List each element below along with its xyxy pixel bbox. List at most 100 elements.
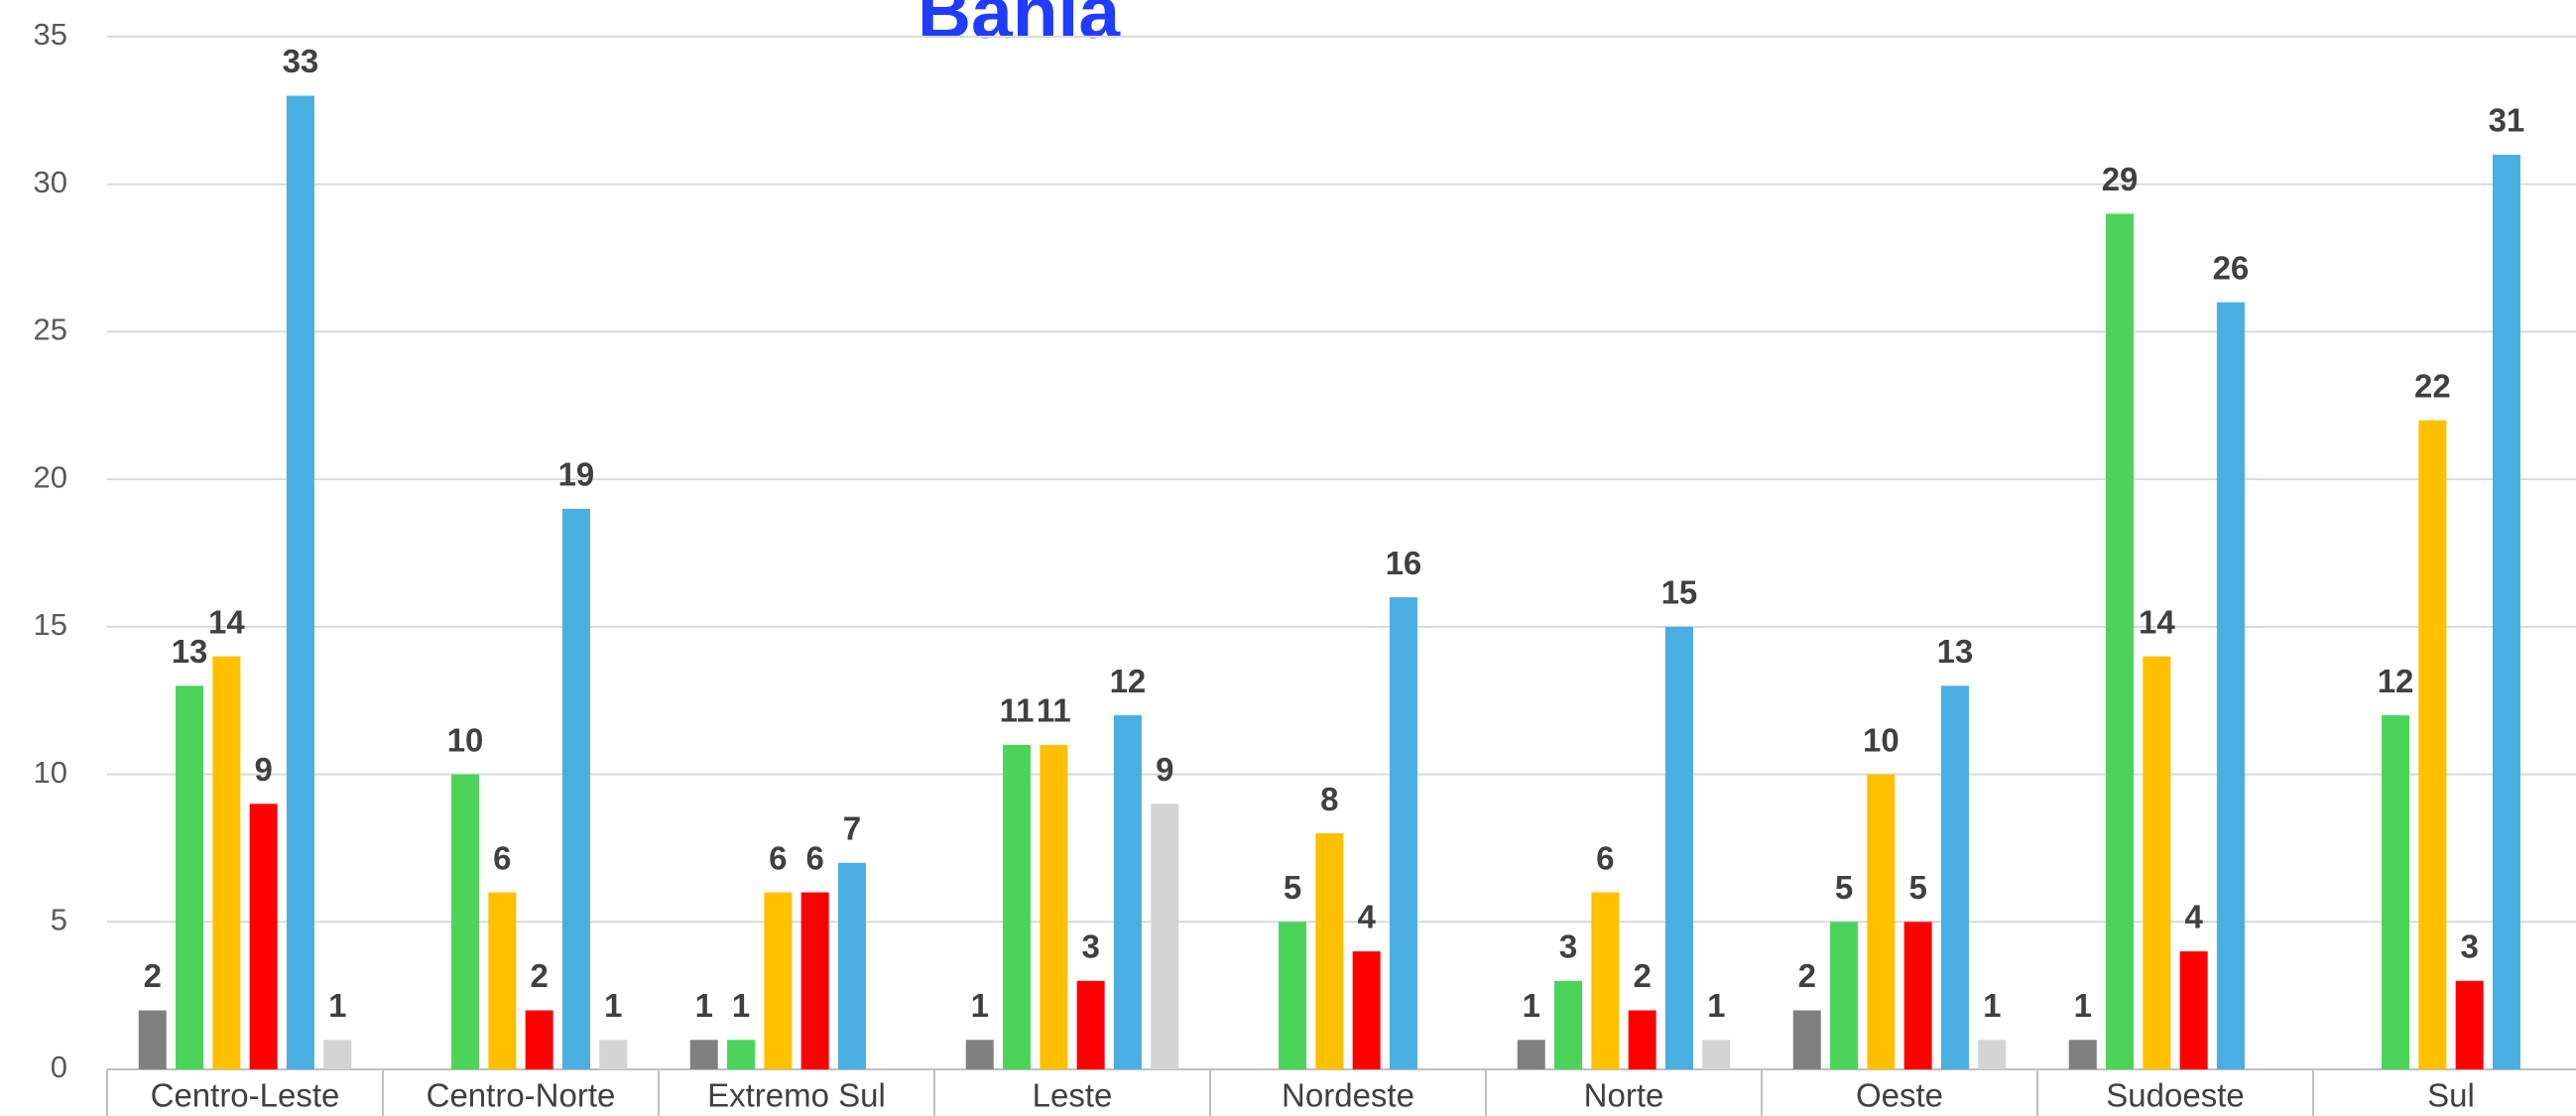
data-label: 5 <box>1835 869 1853 906</box>
data-label: 2 <box>530 957 548 994</box>
y-tick-label: 20 <box>34 459 67 494</box>
bar <box>323 1040 352 1069</box>
data-label: 29 <box>2102 161 2139 197</box>
bar <box>1040 744 1068 1069</box>
data-label: 11 <box>1037 692 1071 729</box>
bar <box>800 892 829 1069</box>
bar <box>2492 154 2520 1069</box>
data-label: 15 <box>1661 574 1698 611</box>
bar <box>1113 715 1142 1069</box>
data-label: 1 <box>1983 987 2001 1024</box>
bar <box>1903 922 1932 1069</box>
bar <box>176 685 204 1069</box>
x-tick-label: Centro-Leste <box>151 1077 340 1114</box>
data-label: 10 <box>1863 721 1900 758</box>
bar <box>2106 213 2135 1069</box>
data-label: 6 <box>805 839 823 876</box>
bar <box>1151 804 1179 1069</box>
data-label: 9 <box>1156 751 1173 788</box>
bar <box>1664 626 1693 1069</box>
data-label: 11 <box>1000 692 1035 729</box>
bar <box>1554 980 1583 1069</box>
data-label: 2 <box>1633 957 1651 994</box>
data-label: 3 <box>1081 928 1099 964</box>
data-label: 13 <box>1937 633 1974 670</box>
bar <box>249 804 278 1069</box>
bar <box>1279 922 1307 1069</box>
bar <box>965 1040 994 1069</box>
y-tick-label: 25 <box>34 312 67 347</box>
data-label: 5 <box>1284 869 1301 906</box>
y-tick-label: 0 <box>51 1050 67 1084</box>
bar <box>689 1040 718 1069</box>
y-tick-label: 5 <box>51 902 67 936</box>
data-label: 14 <box>2139 603 2175 640</box>
data-label: 6 <box>493 839 511 876</box>
bar <box>1076 980 1105 1069</box>
data-label: 7 <box>843 810 861 847</box>
bar <box>561 508 590 1069</box>
bar <box>2143 656 2171 1069</box>
bar <box>488 892 517 1069</box>
y-tick-label: 35 <box>34 17 67 52</box>
bar <box>1702 1040 1731 1069</box>
data-label: 2 <box>1798 957 1816 994</box>
data-label: 33 <box>283 43 319 79</box>
x-tick-label: Centro-Norte <box>427 1077 616 1114</box>
bar <box>599 1040 628 1069</box>
x-tick-label: Sul <box>2427 1077 2475 1114</box>
bar <box>2068 1040 2097 1069</box>
bar <box>525 1010 553 1069</box>
data-label: 1 <box>1707 987 1725 1024</box>
data-label: 5 <box>1908 869 1926 906</box>
data-label: 26 <box>2213 249 2250 286</box>
bar <box>837 862 866 1069</box>
bar <box>727 1040 756 1069</box>
chart-title: Bahia <box>918 0 1122 54</box>
data-label: 1 <box>604 987 622 1024</box>
bar <box>1517 1040 1545 1069</box>
data-label: 1 <box>2074 987 2092 1024</box>
data-label: 2 <box>144 957 162 994</box>
y-tick-label: 15 <box>34 607 67 642</box>
bar <box>1315 833 1344 1069</box>
data-label: 14 <box>208 603 245 640</box>
data-label: 10 <box>447 721 484 758</box>
bar <box>1591 892 1620 1069</box>
bar <box>1003 744 1032 1069</box>
y-tick-label: 30 <box>34 165 67 199</box>
data-label: 31 <box>2489 102 2525 139</box>
data-label: 1 <box>695 987 713 1024</box>
data-label: 22 <box>2414 367 2451 404</box>
x-tick-label: Nordeste <box>1282 1077 1414 1114</box>
data-label: 8 <box>1320 781 1338 817</box>
bar <box>286 95 314 1069</box>
bar <box>1867 774 1896 1069</box>
data-label: 12 <box>1110 663 1147 699</box>
data-label: 3 <box>1559 928 1577 964</box>
data-label: 1 <box>328 987 346 1024</box>
data-label: 19 <box>558 456 595 493</box>
bar <box>138 1010 167 1069</box>
data-label: 6 <box>769 839 787 876</box>
bar <box>1978 1040 2007 1069</box>
bar <box>1830 922 1859 1069</box>
x-tick-label: Leste <box>1033 1077 1113 1114</box>
bar <box>2418 420 2447 1070</box>
x-tick-label: Oeste <box>1856 1077 1943 1114</box>
x-tick-label: Extremo Sul <box>707 1077 886 1114</box>
data-label: 1 <box>732 987 750 1024</box>
bar <box>2179 951 2208 1069</box>
bar <box>764 892 793 1069</box>
data-label: 9 <box>254 751 272 788</box>
data-label: 3 <box>2460 928 2478 964</box>
bar <box>2216 302 2245 1070</box>
data-label: 6 <box>1596 839 1614 876</box>
bar <box>1389 597 1417 1069</box>
data-label: 1 <box>1523 987 1540 1024</box>
data-label: 4 <box>1357 899 1376 935</box>
bar <box>212 656 241 1069</box>
data-label: 16 <box>1386 545 1422 581</box>
data-label: 4 <box>2184 899 2203 935</box>
